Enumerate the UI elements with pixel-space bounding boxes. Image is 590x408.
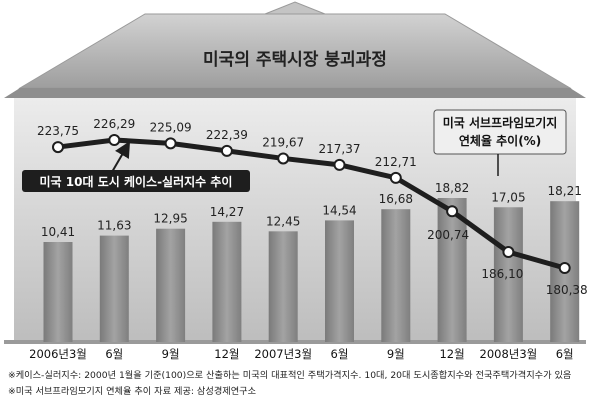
bar: [43, 242, 73, 342]
bar: [156, 228, 186, 342]
line-value-label: 217,37: [319, 142, 361, 156]
bar-callout-box: [433, 109, 567, 155]
line-path: [55, 137, 568, 271]
bar-value-label: 18,21: [548, 184, 582, 198]
x-axis: 2006년3월 6월 9월 12월 2007년3월 6월 9월 12월 2008년3월 6월: [29, 347, 574, 361]
line-point: [502, 246, 515, 259]
line-callout-box: [22, 170, 250, 192]
x-tick-label: 9월: [162, 347, 180, 361]
line-series-callout: 미국 10대 도시 케이스-실러지수 추이: [22, 141, 250, 192]
line-value-label: 186,10: [481, 267, 523, 281]
bar-value-label: 10,41: [41, 225, 75, 239]
bar-value-label: 14,27: [210, 205, 244, 219]
bar-series-label-line1: 미국 서브프라임모기지: [443, 115, 558, 130]
line-value-label: 180,38: [546, 283, 588, 297]
bar-value-label: 12,45: [266, 214, 300, 228]
x-tick-label: 2006년3월: [29, 347, 87, 361]
line-point: [446, 205, 459, 218]
roof-peak: [264, 1, 326, 15]
line-value-label: 226,29: [93, 117, 135, 131]
bar-value-label: 18,82: [435, 181, 469, 195]
line-value-label: 222,39: [206, 128, 248, 142]
x-tick-label: 12월: [439, 347, 464, 361]
line-value-label: 219,67: [262, 135, 304, 149]
line-callout-pointer: [111, 141, 131, 173]
bar: [325, 220, 354, 342]
bar: [437, 198, 467, 342]
x-tick-label: 2007년3월: [254, 347, 312, 361]
bar-series: 10,41 11,63 12,95 14,27 12,45 14,54 16,68 18,82…: [41, 181, 582, 342]
x-tick-label: 2008년3월: [480, 347, 538, 361]
line-value-label: 212,71: [375, 155, 417, 169]
bar: [268, 231, 298, 342]
roof-eave: [4, 88, 586, 98]
line-value-label: 200,74: [427, 228, 469, 242]
bar-value-label: 16,68: [379, 192, 413, 206]
line-point: [558, 262, 571, 274]
bar: [212, 221, 242, 342]
bar-value-label: 12,95: [153, 212, 187, 226]
footnote-2: ※미국 서브프라임모기지 연체율 추이 자료 제공: 삼성경제연구소: [8, 386, 257, 397]
bar-value-label: 11,63: [97, 219, 131, 233]
bar-series-callout: 미국 서브프라임모기지 연체율 추이(%): [433, 109, 567, 176]
x-tick-label: 6월: [105, 347, 123, 361]
footnote-1: ※케이스-실러지수: 2000년 1월을 기준(100)으로 산출하는 미국의 …: [8, 370, 572, 381]
line-series: 223,75 226,29 225,09 222,39 219,67 217,37 212,…: [37, 117, 588, 297]
footnotes: ※케이스-실러지수: 2000년 1월을 기준(100)으로 산출하는 미국의 …: [8, 368, 586, 400]
line-point: [108, 134, 121, 146]
x-tick-label: 12월: [214, 347, 239, 361]
line-point: [333, 158, 346, 171]
bar: [99, 235, 129, 342]
line-series-label: 미국 10대 도시 케이스-실러지수 추이: [40, 174, 233, 189]
bar-value-label: 14,54: [322, 203, 356, 217]
chart-title: 미국의 주택시장 붕괴과정: [203, 50, 387, 70]
line-point: [220, 144, 233, 157]
bar-series-label-line2: 연체율 추이(%): [459, 133, 541, 148]
bar-value-label: 17,05: [491, 190, 525, 204]
line-point: [277, 152, 290, 165]
line-point: [389, 171, 402, 184]
x-tick-label: 6월: [556, 347, 574, 361]
bar: [381, 209, 411, 342]
bar: [493, 207, 523, 342]
line-point: [164, 137, 177, 150]
line-point: [52, 141, 64, 154]
line-value-label: 225,09: [150, 120, 192, 134]
x-tick-label: 9월: [387, 347, 405, 361]
line-value-label: 223,75: [37, 124, 79, 138]
x-tick-label: 6월: [331, 347, 349, 361]
